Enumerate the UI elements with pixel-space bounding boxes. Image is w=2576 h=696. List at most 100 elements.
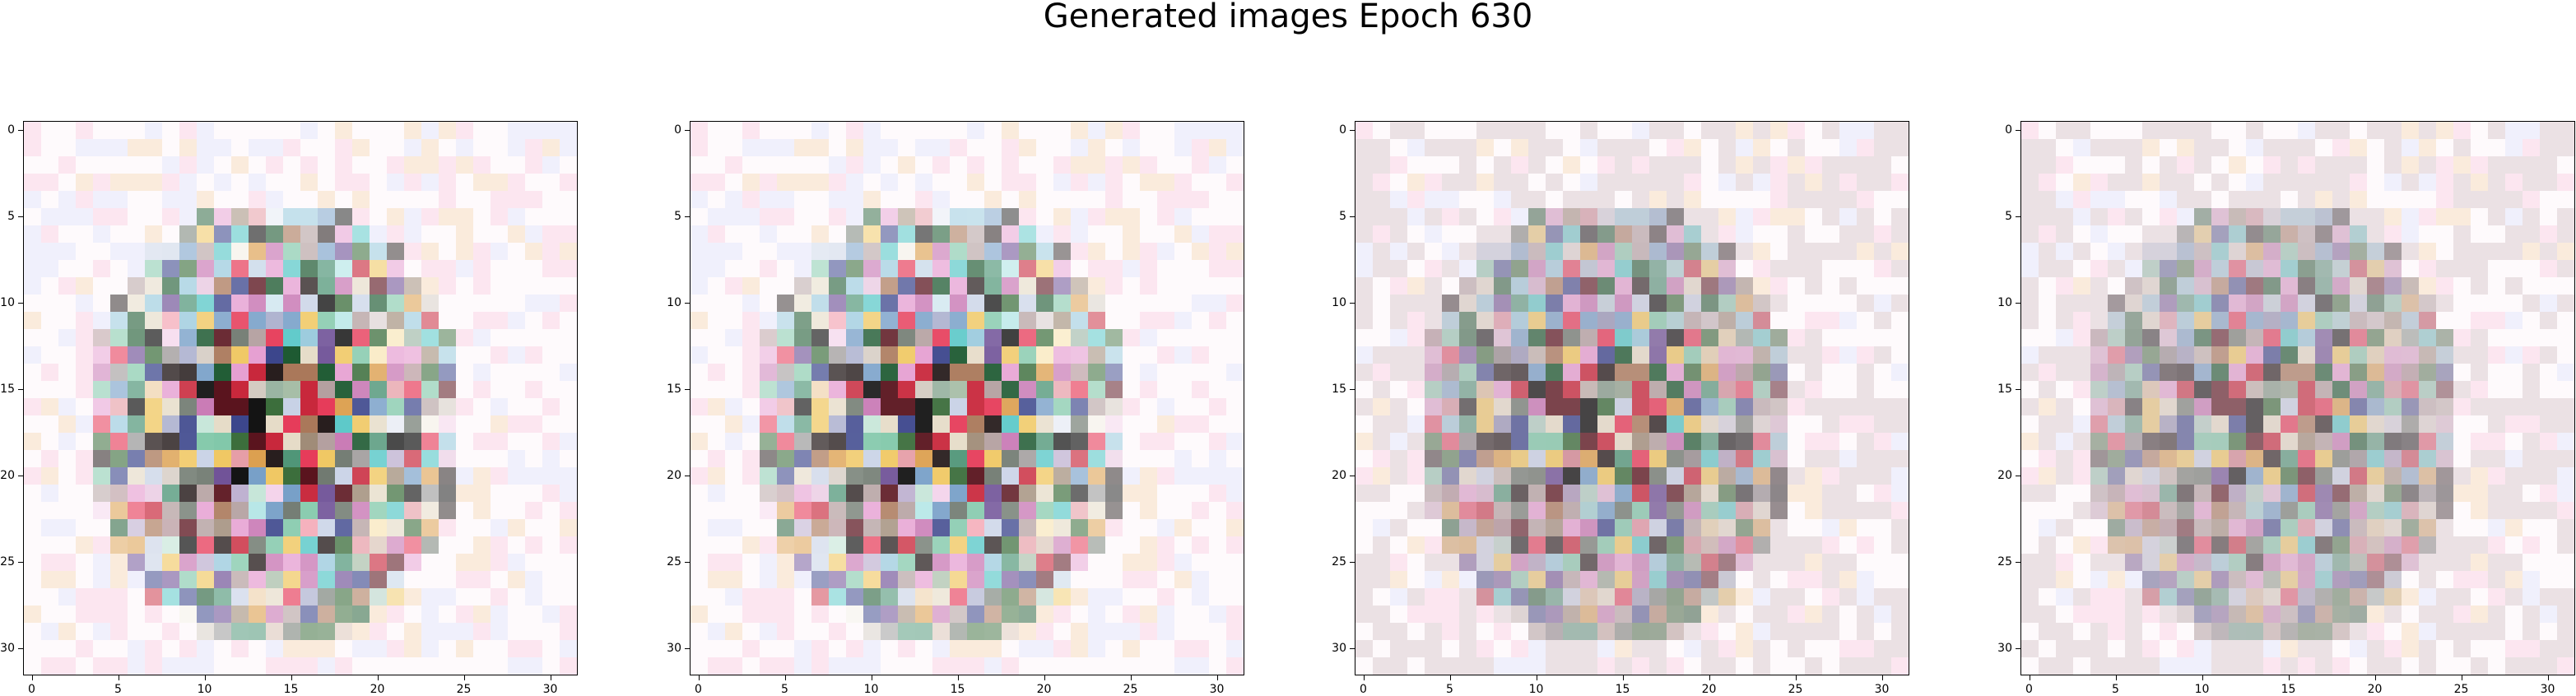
- image-panel-2: 0 5 10 15 20 25 30 0 5 10 15 20 25 30: [667, 121, 1244, 695]
- generated-image-2: [690, 121, 1244, 675]
- y-tick-label: 5: [674, 209, 681, 223]
- x-tick-mark: [2547, 675, 2549, 680]
- y-tick-mark: [685, 388, 690, 390]
- pixel-grid: [2021, 122, 2574, 675]
- y-tick-label: 20: [667, 468, 681, 482]
- x-tick-label: 5: [114, 683, 122, 696]
- y-tick-mark: [685, 647, 690, 649]
- y-tick-label: 0: [674, 123, 681, 137]
- x-tick-mark: [1216, 675, 1218, 680]
- y-tick-label: 30: [1997, 641, 2012, 655]
- x-tick-mark: [1622, 675, 1624, 680]
- generated-image-4: [2020, 121, 2575, 675]
- image-panel-4: 0 5 10 15 20 25 30 0 5 10 15 20 25 30: [1997, 121, 2575, 695]
- y-tick-mark: [2016, 302, 2020, 304]
- y-tick-label: 10: [1997, 295, 2012, 309]
- x-tick-label: 25: [456, 683, 472, 696]
- pixel-grid: [1355, 122, 1909, 675]
- x-tick-mark: [1130, 675, 1132, 680]
- y-tick-label: 30: [0, 641, 15, 655]
- x-tick-label: 15: [283, 683, 299, 696]
- y-tick-mark: [18, 647, 23, 649]
- y-tick-mark: [1350, 216, 1355, 217]
- x-tick-mark: [1449, 675, 1451, 680]
- y-tick-label: 15: [1332, 382, 1346, 396]
- x-tick-label: 15: [950, 683, 965, 696]
- x-tick-label: 5: [1446, 683, 1453, 696]
- y-tick-label: 25: [0, 554, 15, 568]
- x-tick-label: 0: [1360, 683, 1367, 696]
- x-tick-label: 20: [2367, 683, 2383, 696]
- y-tick-label: 0: [7, 123, 15, 137]
- generated-image-3: [1355, 121, 1909, 675]
- x-tick-label: 5: [781, 683, 788, 696]
- x-tick-mark: [463, 675, 465, 680]
- y-tick-mark: [2016, 647, 2020, 649]
- y-tick-mark: [1350, 388, 1355, 390]
- y-tick-mark: [2016, 129, 2020, 131]
- x-tick-label: 25: [2453, 683, 2469, 696]
- x-tick-mark: [1044, 675, 1045, 680]
- x-tick-label: 10: [197, 683, 212, 696]
- pixel-grid: [24, 122, 577, 675]
- x-tick-label: 30: [542, 683, 558, 696]
- x-tick-mark: [377, 675, 379, 680]
- y-tick-label: 10: [1332, 295, 1346, 309]
- x-tick-label: 10: [2194, 683, 2210, 696]
- x-tick-label: 0: [2025, 683, 2033, 696]
- x-tick-label: 20: [1036, 683, 1052, 696]
- y-tick-label: 0: [2005, 123, 2012, 137]
- y-tick-mark: [18, 129, 23, 131]
- x-tick-mark: [784, 675, 786, 680]
- x-tick-mark: [1881, 675, 1883, 680]
- figure-title: Generated images Epoch 630: [1043, 0, 1533, 35]
- x-tick-label: 30: [1209, 683, 1225, 696]
- x-tick-mark: [1709, 675, 1710, 680]
- x-tick-mark: [2288, 675, 2290, 680]
- y-tick-label: 25: [667, 554, 681, 568]
- y-tick-label: 15: [667, 382, 681, 396]
- y-tick-mark: [685, 302, 690, 304]
- x-tick-mark: [1363, 675, 1365, 680]
- x-tick-label: 10: [863, 683, 879, 696]
- x-tick-mark: [698, 675, 700, 680]
- y-tick-label: 20: [0, 468, 15, 482]
- y-tick-mark: [2016, 216, 2020, 217]
- x-tick-label: 15: [1615, 683, 1630, 696]
- y-tick-mark: [1350, 561, 1355, 563]
- x-tick-label: 5: [2112, 683, 2119, 696]
- x-tick-mark: [957, 675, 959, 680]
- y-tick-mark: [18, 216, 23, 217]
- y-tick-label: 5: [7, 209, 15, 223]
- y-tick-label: 15: [1997, 382, 2012, 396]
- x-tick-mark: [2115, 675, 2117, 680]
- y-tick-label: 5: [2005, 209, 2012, 223]
- x-tick-mark: [204, 675, 206, 680]
- x-tick-mark: [31, 675, 33, 680]
- y-tick-mark: [18, 561, 23, 563]
- y-tick-label: 5: [1339, 209, 1346, 223]
- x-tick-label: 30: [1874, 683, 1890, 696]
- y-tick-label: 25: [1332, 554, 1346, 568]
- y-tick-mark: [1350, 302, 1355, 304]
- y-tick-mark: [1350, 647, 1355, 649]
- x-tick-mark: [2202, 675, 2203, 680]
- y-tick-mark: [1350, 129, 1355, 131]
- y-tick-label: 20: [1997, 468, 2012, 482]
- image-panel-3: 0 5 10 15 20 25 30 0 5 10 15 20 25 30: [1332, 121, 1909, 695]
- y-tick-mark: [18, 388, 23, 390]
- x-tick-label: 10: [1528, 683, 1544, 696]
- y-tick-label: 0: [1339, 123, 1346, 137]
- x-tick-label: 15: [2281, 683, 2296, 696]
- pixel-grid: [690, 122, 1244, 675]
- x-tick-label: 30: [2540, 683, 2555, 696]
- y-tick-label: 25: [1997, 554, 2012, 568]
- x-tick-label: 25: [1123, 683, 1138, 696]
- x-tick-label: 0: [695, 683, 702, 696]
- x-tick-mark: [2374, 675, 2376, 680]
- y-tick-mark: [685, 129, 690, 131]
- y-tick-mark: [685, 216, 690, 217]
- image-panel-1: 0 5 10 15 20 25 30 0 5 10 15 20 25 30: [0, 121, 578, 695]
- x-tick-label: 0: [28, 683, 35, 696]
- x-tick-label: 20: [1701, 683, 1717, 696]
